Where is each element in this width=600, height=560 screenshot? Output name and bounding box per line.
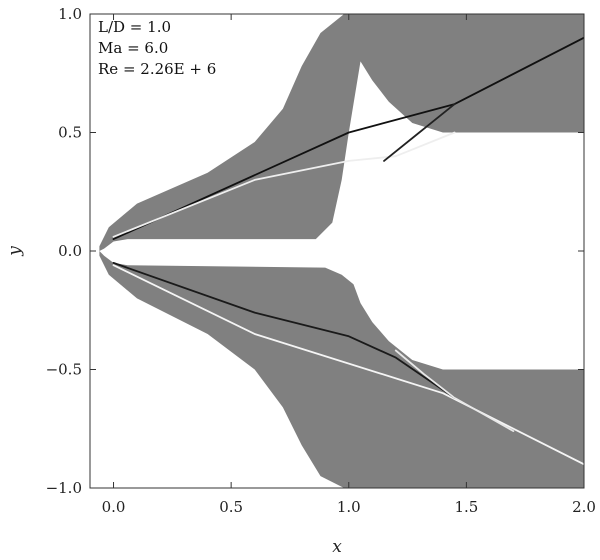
x-tick-label: 0.0 [102,498,126,516]
y-tick-label: −1.0 [46,479,82,497]
shock-lines [112,36,584,466]
upper-oblique-shock [112,36,584,240]
x-axis-title: x [332,537,342,557]
lower-bright-shock [112,264,584,466]
y-axis-ticks: 1.0 0.5 0.0 −0.5 −1.0 [46,5,584,497]
upper-reattachment-shock [383,103,456,162]
lower-reattachment-shock [394,349,515,432]
y-tick-label: 1.0 [58,5,82,23]
y-tick-label: −0.5 [46,361,82,379]
x-tick-label: 2.0 [572,498,596,516]
y-tick-label: 0.0 [58,242,82,260]
lower-dark-shock [112,262,456,399]
reynolds-number: Re = 2.26E + 6 [98,60,216,78]
flow-parameters: L/D = 1.0 Ma = 6.0 Re = 2.26E + 6 [98,18,216,78]
x-tick-label: 1.5 [454,498,478,516]
mach-number: Ma = 6.0 [98,39,168,57]
upper-bright-shock [112,131,456,238]
x-tick-label: 0.5 [219,498,243,516]
x-axis-ticks: 0.0 0.5 1.0 1.5 2.0 [102,14,596,516]
y-axis-title: y [5,246,25,257]
lower-flow-region [99,251,584,488]
density-gradient-field [99,14,584,488]
y-tick-label: 0.5 [58,124,82,142]
upper-flow-region [99,14,584,251]
x-tick-label: 1.0 [337,498,361,516]
length-diameter-ratio: L/D = 1.0 [98,18,171,36]
